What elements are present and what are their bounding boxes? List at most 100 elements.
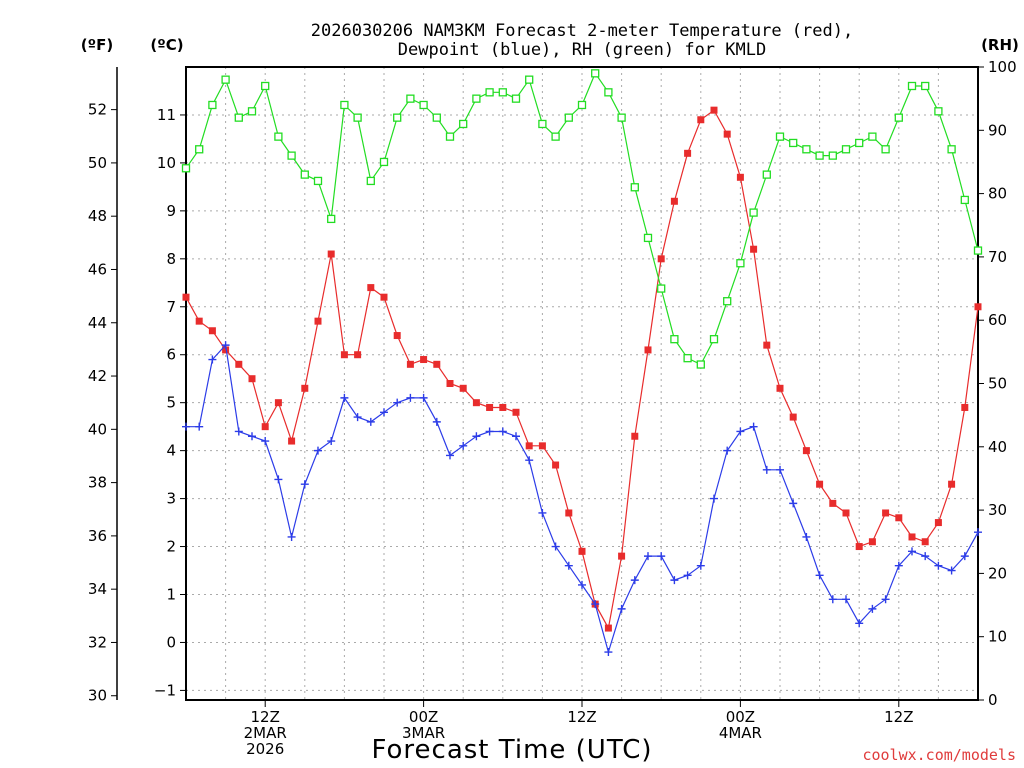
rh-point [960,195,969,205]
temperature-point [921,538,929,546]
dewpoint-point [921,552,930,561]
temperature-point [974,303,982,311]
dewpoint-point [683,571,692,580]
x-tick-label: 4MAR [719,724,762,742]
dewpoint-point [736,427,745,436]
rh-point [247,107,257,116]
temperature-point [367,284,375,292]
fahrenheit-tick-label: 36 [88,527,107,545]
temperature-point [710,106,718,114]
temperature-point [525,442,533,450]
rh-point [432,113,441,122]
dewpoint-point [762,465,771,474]
dewpoint-point [802,532,811,541]
temperature-point [459,384,467,392]
rh-point [815,151,824,160]
dewpoint-point [406,393,415,402]
rh-point [234,113,243,122]
rh-point [855,138,864,148]
dewpoint-point [446,451,454,460]
dewpoint-point [564,561,573,570]
dewpoint-point [591,600,600,609]
temperature-point [195,317,203,325]
chart-title-line1: 2026030206 NAM3KM Forecast 2-meter Tempe… [311,21,853,41]
rh-point [591,69,600,78]
rh-point [683,354,692,363]
rh-tick-label: 20 [988,564,1007,582]
dewpoint-point [538,508,547,517]
dewpoint-point [327,437,336,446]
temperature-point [816,480,824,488]
rh-point [393,113,402,122]
temperature-point [208,327,216,335]
rh-point [406,94,415,103]
rh-point [868,132,877,141]
dewpoint-point [710,494,718,503]
temperature-point [842,509,850,517]
rh-axis-label: (RH) [981,36,1019,54]
celsius-tick-label: 11 [157,106,176,124]
temperature-point [908,533,916,541]
dewpoint-point [578,580,586,589]
celsius-tick-label: 9 [166,202,176,220]
temperature-point [723,130,731,138]
rh-point [973,246,983,255]
dewpoint-point [234,427,243,436]
rh-point [934,107,943,116]
temperature-point [472,399,480,407]
rh-point [564,113,573,122]
rh-tick-label: 50 [988,375,1007,393]
rh-tick-label: 90 [988,121,1007,139]
x-tick-label: 2026 [246,740,284,758]
rh-point [921,81,930,91]
temperature-point [618,552,626,560]
rh-point [947,145,956,154]
celsius-tick-label: 4 [166,442,176,460]
temperature-point [222,346,230,354]
dewpoint-point [459,441,468,450]
fahrenheit-tick-label: 50 [88,154,107,172]
rh-point [181,164,191,173]
temperature-point [182,293,190,301]
rh-point [472,94,481,103]
fahrenheit-tick-label: 48 [88,207,107,225]
temperature-point [829,499,837,507]
dewpoint-point [432,417,441,426]
temperature-point [750,245,758,253]
dewpoint-point [934,561,943,570]
temperature-point [512,408,520,416]
temperature-point [314,317,322,325]
dewpoint-point [274,475,283,484]
rh-point [657,284,666,293]
celsius-tick-label: 6 [166,346,176,364]
dewpoint-point [314,446,322,455]
rh-point [828,151,837,160]
temperature-point [565,509,573,517]
rh-point [313,176,323,186]
dewpoint-point [960,552,969,561]
temperature-point [420,356,428,364]
x-tick-label: 3MAR [402,724,445,742]
rh-tick-label: 30 [988,501,1007,519]
rh-point [459,119,468,129]
dewpoint-point [828,595,837,604]
dewpoint-point [261,437,270,446]
x-tick-label: 2MAR [244,724,287,742]
rh-tick-label: 0 [988,691,998,709]
dewpoint-point [300,480,309,489]
temperature-point [934,519,942,527]
fahrenheit-tick-label: 40 [88,420,107,438]
rh-point [300,170,309,179]
dewpoint-point [340,393,349,402]
grid-lines [186,67,978,700]
rh-point [525,75,534,84]
temperature-point [538,442,546,450]
temperature-point [604,624,612,632]
rh-point [551,132,560,141]
rh-tick-label: 10 [988,628,1007,646]
dewpoint-point [248,432,256,441]
rh-point [789,138,798,148]
celsius-tick-label: 5 [166,394,176,412]
fahrenheit-tick-label: 34 [88,580,107,598]
